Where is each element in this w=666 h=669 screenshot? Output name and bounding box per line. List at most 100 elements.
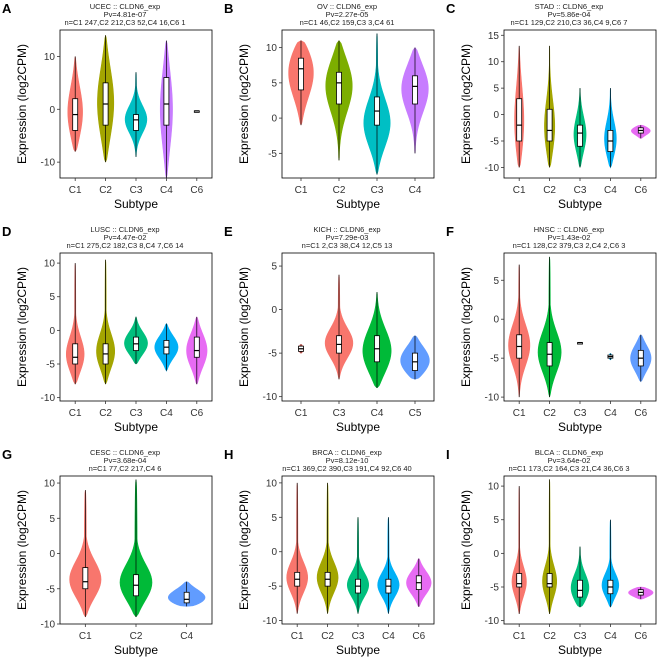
panel-E: E KICH :: CLDN6_exp Pv=7.29e-03 n=C1 2,C3 3… — [222, 223, 444, 446]
x-tick-label: C6 — [634, 408, 647, 419]
x-tick-label: C1 — [513, 631, 526, 642]
y-tick-label: -10 — [263, 616, 278, 627]
panel-label: H — [224, 447, 233, 462]
x-tick-label: C2 — [99, 408, 112, 419]
y-tick-label: 10 — [44, 52, 56, 63]
x-axis-label: Subtype — [114, 643, 158, 657]
y-tick-label: 5 — [49, 514, 55, 525]
x-axis-label: Subtype — [558, 197, 602, 211]
y-axis-label: Expression (log2CPM) — [459, 490, 473, 610]
x-tick-label: C1 — [295, 185, 308, 196]
p-value-label: Pv=4.81e-07 — [104, 10, 147, 19]
x-axis-label: Subtype — [114, 197, 158, 211]
x-tick-label: C2 — [543, 631, 556, 642]
panel-label: D — [2, 224, 11, 239]
panel-label: I — [446, 447, 450, 462]
x-tick-label: C3 — [333, 408, 346, 419]
x-tick-label: C4 — [604, 408, 617, 419]
x-tick-label: C3 — [574, 408, 587, 419]
y-tick-label: 0 — [493, 315, 499, 326]
x-tick-label: C4 — [160, 408, 173, 419]
box — [577, 579, 583, 598]
y-axis-label: Expression (log2CPM) — [237, 267, 251, 387]
y-tick-label: -5 — [46, 584, 55, 595]
panel-C: C STAD :: CLDN6_exp Pv=5.86e-04 n=C1 129,C2… — [444, 0, 666, 223]
x-tick-label: C2 — [99, 185, 112, 196]
y-tick-label: 5 — [271, 513, 277, 524]
y-tick-label: -5 — [268, 149, 277, 160]
x-axis-label: Subtype — [336, 420, 380, 434]
y-tick-label: 0 — [271, 305, 277, 316]
chart-title: BRCA :: CLDN6_exp — [312, 448, 382, 457]
sample-counts-label: n=C1 129,C2 210,C3 36,C4 9,C6 7 — [511, 18, 628, 27]
y-tick-label: 10 — [488, 482, 500, 493]
p-value-label: Pv=1.43e-02 — [548, 233, 591, 242]
y-tick-label: -10 — [263, 392, 278, 403]
chart-title: LUSC :: CLDN6_exp — [90, 225, 159, 234]
chart-title: STAD :: CLDN6_exp — [535, 2, 604, 11]
y-tick-label: 0 — [49, 549, 55, 560]
y-tick-label: -5 — [490, 583, 499, 594]
y-tick-label: 0 — [49, 105, 55, 116]
x-tick-label: C4 — [382, 631, 395, 642]
panel-A: A UCEC :: CLDN6_exp Pv=4.81e-07 n=C1 247,C2… — [0, 0, 222, 223]
sample-counts-label: n=C1 128,C2 379,C3 2,C4 2,C6 3 — [513, 241, 626, 250]
y-tick-label: 10 — [266, 478, 278, 489]
x-axis-label: Subtype — [336, 197, 380, 211]
box — [516, 98, 523, 142]
y-tick-label: -10 — [485, 616, 500, 627]
y-tick-label: -5 — [490, 137, 499, 148]
y-tick-label: -5 — [268, 349, 277, 360]
box — [577, 124, 583, 147]
x-tick-label: C2 — [543, 185, 556, 196]
p-value-label: Pv=4.47e-02 — [104, 233, 147, 242]
y-axis-label: Expression (log2CPM) — [15, 44, 29, 164]
box — [183, 591, 190, 604]
sample-counts-label: n=C1 247,C2 212,C3 52,C4 16,C6 1 — [64, 18, 185, 27]
y-tick-label: 15 — [488, 31, 500, 42]
y-tick-label: 0 — [493, 549, 499, 560]
panel-label: E — [224, 224, 233, 239]
y-tick-label: 5 — [271, 78, 277, 89]
sample-counts-label: n=C1 275,C2 182,C3 8,C4 7,C6 14 — [67, 241, 184, 250]
x-tick-label: C6 — [190, 185, 203, 196]
y-tick-label: 0 — [49, 326, 55, 337]
y-tick-label: 10 — [44, 259, 56, 270]
x-tick-label: C1 — [513, 408, 526, 419]
y-tick-label: -10 — [485, 393, 500, 404]
y-tick-label: -10 — [41, 393, 56, 404]
box — [412, 75, 418, 105]
y-tick-label: -5 — [268, 582, 277, 593]
x-axis-label: Subtype — [558, 420, 602, 434]
chart-title: HNSC :: CLDN6_exp — [534, 225, 604, 234]
p-value-label: Pv=8.12e-10 — [326, 456, 369, 465]
p-value-label: Pv=2.27e-05 — [326, 10, 369, 19]
x-tick-label: C1 — [295, 408, 308, 419]
panel-B: B OV :: CLDN6_exp Pv=2.27e-05 n=C1 46,C2 15… — [222, 0, 444, 223]
x-tick-label: C4 — [604, 631, 617, 642]
x-tick-label: C4 — [180, 631, 193, 642]
y-tick-label: -10 — [41, 620, 56, 631]
box — [163, 77, 170, 126]
y-axis-label: Expression (log2CPM) — [237, 44, 251, 164]
x-tick-label: C5 — [409, 408, 422, 419]
box — [546, 108, 553, 142]
y-tick-label: 10 — [266, 43, 278, 54]
p-value-label: Pv=3.64e-02 — [548, 456, 591, 465]
x-tick-label: C6 — [190, 408, 203, 419]
chart-title: BLCA :: CLDN6_exp — [535, 448, 603, 457]
y-tick-label: 5 — [493, 515, 499, 526]
x-tick-label: C4 — [409, 185, 422, 196]
box — [82, 567, 89, 590]
x-tick-label: C6 — [634, 185, 647, 196]
y-tick-label: 5 — [493, 84, 499, 95]
x-tick-label: C4 — [160, 185, 173, 196]
p-value-label: Pv=7.29e-03 — [326, 233, 369, 242]
box — [72, 343, 79, 365]
x-tick-label: C2 — [333, 185, 346, 196]
y-tick-label: 5 — [271, 262, 277, 273]
